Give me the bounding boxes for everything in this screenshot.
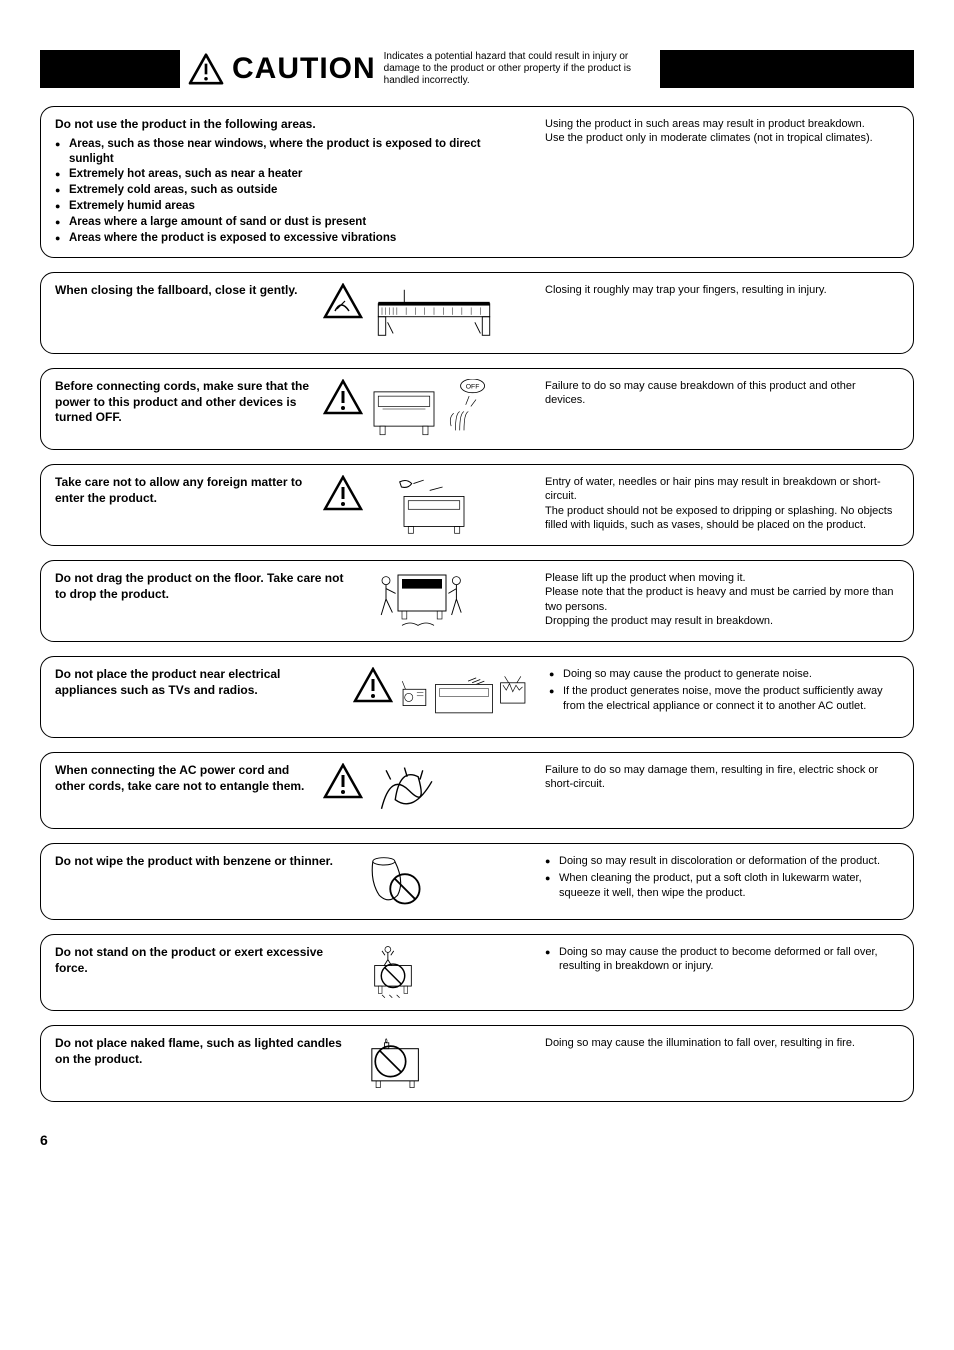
caution-box-appliances: Do not place the product near electrical… — [40, 656, 914, 738]
tangled-cords-illustration — [369, 763, 449, 818]
header-band: CAUTION Indicates a potential hazard tha… — [40, 50, 914, 88]
warning-triangle-icon — [323, 763, 363, 799]
caution-box-benzene: Do not wipe the product with benzene or … — [40, 843, 914, 920]
box-title: Take care not to allow any foreign matte… — [55, 475, 315, 506]
box-title-text: Do not use the product in the following … — [55, 117, 525, 133]
box-right-text: Please lift up the product when moving i… — [545, 571, 899, 631]
bullet: Areas where the product is exposed to ex… — [55, 231, 525, 246]
box-title: Do not wipe the product with benzene or … — [55, 854, 345, 870]
caution-box-drag: Do not drag the product on the floor. Ta… — [40, 560, 914, 642]
warning-triangle-icon — [323, 475, 363, 511]
warning-triangle-icon — [323, 379, 363, 415]
box-right-text: Failure to do so may cause breakdown of … — [545, 379, 899, 439]
right-bullet: Doing so may result in discoloration or … — [545, 854, 899, 868]
no-flame-illustration — [353, 1036, 433, 1091]
bullet: Extremely cold areas, such as outside — [55, 183, 525, 198]
caution-box-power-off: Before connecting cords, make sure that … — [40, 368, 914, 450]
box-right: Doing so may cause the product to become… — [545, 945, 899, 1000]
right-bullet: If the product generates noise, move the… — [549, 684, 899, 713]
pinch-warning-icon — [323, 283, 363, 319]
box-title: Do not stand on the product or exert exc… — [55, 945, 345, 976]
bullet: Extremely hot areas, such as near a heat… — [55, 167, 525, 182]
box-right-text: Closing it roughly may trap your fingers… — [545, 283, 899, 343]
box-title: Do not place the product near electrical… — [55, 667, 345, 698]
caution-label: CAUTION — [232, 52, 376, 86]
bullet: Areas, such as those near windows, where… — [55, 137, 525, 167]
off-label: OFF — [466, 384, 480, 391]
power-off-illustration: OFF — [369, 379, 499, 439]
box-title: When connecting the AC power cord and ot… — [55, 763, 315, 794]
foreign-matter-illustration — [369, 475, 499, 535]
right-bullet: Doing so may cause the product to become… — [545, 945, 899, 974]
box-right-text: Doing so may cause the illumination to f… — [545, 1036, 899, 1091]
caution-box-flame: Do not place naked flame, such as lighte… — [40, 1025, 914, 1102]
caution-box-foreign-matter: Take care not to allow any foreign matte… — [40, 464, 914, 546]
caution-header: CAUTION Indicates a potential hazard tha… — [180, 51, 652, 87]
caution-box-cords: When connecting the AC power cord and ot… — [40, 752, 914, 829]
box-right-text: Failure to do so may damage them, result… — [545, 763, 899, 818]
no-standing-illustration — [353, 945, 433, 1000]
moving-illustration — [353, 571, 483, 631]
caution-triangle-icon — [188, 53, 224, 85]
bullet: Areas where a large amount of sand or du… — [55, 215, 525, 230]
caution-box-fallboard: When closing the fallboard, close it gen… — [40, 272, 914, 354]
box-title: Do not place naked flame, such as lighte… — [55, 1036, 345, 1067]
band-right — [660, 50, 914, 88]
bullet: Extremely humid areas — [55, 199, 525, 214]
right-bullet: Doing so may cause the product to genera… — [549, 667, 899, 681]
caution-description: Indicates a potential hazard that could … — [384, 51, 644, 87]
box-right: Doing so may cause the product to genera… — [549, 667, 899, 727]
tv-radio-illustration — [399, 667, 529, 727]
box-title: Before connecting cords, make sure that … — [55, 379, 315, 426]
box-right: Doing so may result in discoloration or … — [545, 854, 899, 909]
right-bullet: When cleaning the product, put a soft cl… — [545, 871, 899, 900]
box-right-text: Entry of water, needles or hair pins may… — [545, 475, 899, 535]
page-number: 6 — [40, 1132, 914, 1148]
no-solvent-illustration — [353, 854, 433, 909]
box-title: Do not use the product in the following … — [55, 117, 525, 247]
fallboard-illustration — [369, 283, 499, 343]
box-title: When closing the fallboard, close it gen… — [55, 283, 315, 299]
caution-box-areas: Do not use the product in the following … — [40, 106, 914, 258]
warning-triangle-icon — [353, 667, 393, 703]
area-bullets: Areas, such as those near windows, where… — [55, 137, 525, 247]
band-left — [40, 50, 180, 88]
box-title: Do not drag the product on the floor. Ta… — [55, 571, 345, 602]
caution-box-stand: Do not stand on the product or exert exc… — [40, 934, 914, 1011]
box-right-text: Using the product in such areas may resu… — [545, 117, 899, 247]
